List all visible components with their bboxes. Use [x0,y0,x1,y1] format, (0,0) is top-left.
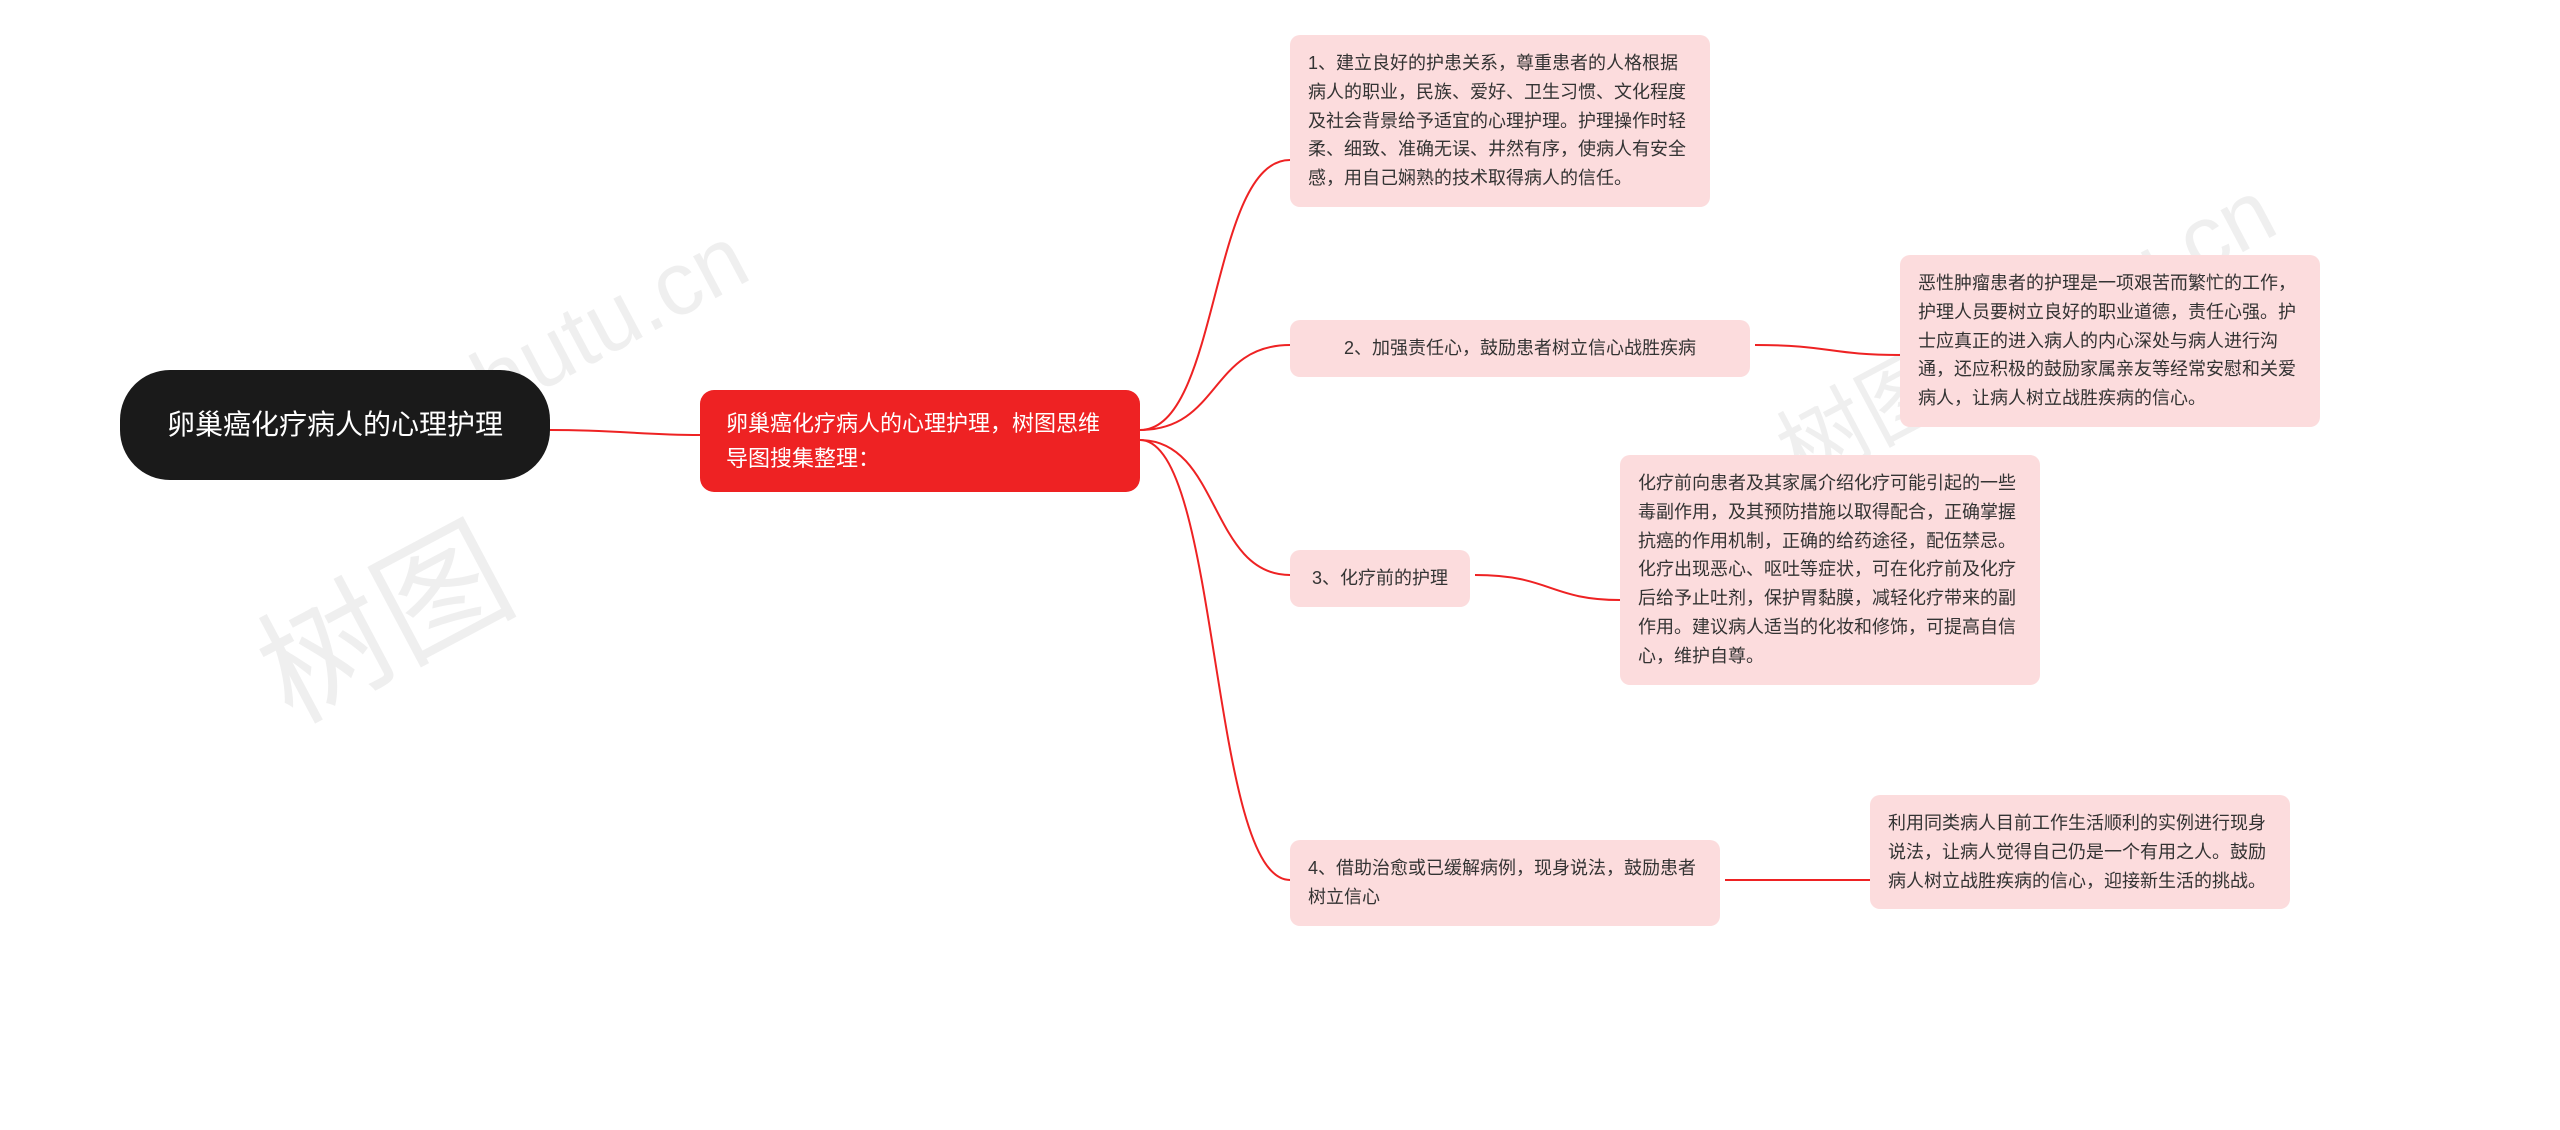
connector-l1-b3 [1140,440,1290,575]
connector-b2-l3 [1755,345,1900,355]
connector-layer [0,0,2560,1130]
connector-l1-b1 [1140,160,1290,430]
branch-2-label: 2、加强责任心，鼓励患者树立信心战胜疾病 [1344,334,1696,363]
branch-2-detail-label: 恶性肿瘤患者的护理是一项艰苦而繁忙的工作，护理人员要树立良好的职业道德，责任心强… [1918,269,2302,413]
root-node-label: 卵巢癌化疗病人的心理护理 [167,403,503,448]
branch-1-node[interactable]: 1、建立良好的护患关系，尊重患者的人格根据病人的职业，民族、爱好、卫生习惯、文化… [1290,35,1710,207]
watermark-text: 树图 [236,498,534,749]
branch-4-detail[interactable]: 利用同类病人目前工作生活顺利的实例进行现身说法，让病人觉得自己仍是一个有用之人。… [1870,795,2290,909]
connector-b3-l3 [1475,575,1620,600]
branch-4-detail-label: 利用同类病人目前工作生活顺利的实例进行现身说法，让病人觉得自己仍是一个有用之人。… [1888,809,2272,895]
level1-node-label: 卵巢癌化疗病人的心理护理，树图思维导图搜集整理： [726,406,1114,476]
branch-3-label: 3、化疗前的护理 [1312,564,1448,593]
connector-root-l1 [550,430,700,435]
branch-2-detail[interactable]: 恶性肿瘤患者的护理是一项艰苦而繁忙的工作，护理人员要树立良好的职业道德，责任心强… [1900,255,2320,427]
watermark-2: 树图 [221,470,539,758]
branch-4-label: 4、借助治愈或已缓解病例，现身说法，鼓励患者树立信心 [1308,854,1702,912]
branch-3-detail[interactable]: 化疗前向患者及其家属介绍化疗可能引起的一些毒副作用，及其预防措施以取得配合，正确… [1620,455,2040,685]
branch-3-detail-label: 化疗前向患者及其家属介绍化疗可能引起的一些毒副作用，及其预防措施以取得配合，正确… [1638,469,2022,671]
branch-1-label: 1、建立良好的护患关系，尊重患者的人格根据病人的职业，民族、爱好、卫生习惯、文化… [1308,49,1692,193]
branch-4-node[interactable]: 4、借助治愈或已缓解病例，现身说法，鼓励患者树立信心 [1290,840,1720,926]
connector-l1-b4 [1140,440,1290,880]
branch-3-node[interactable]: 3、化疗前的护理 [1290,550,1470,607]
connector-l1-b2 [1140,345,1290,430]
level1-node[interactable]: 卵巢癌化疗病人的心理护理，树图思维导图搜集整理： [700,390,1140,492]
root-node[interactable]: 卵巢癌化疗病人的心理护理 [120,370,550,480]
branch-2-node[interactable]: 2、加强责任心，鼓励患者树立信心战胜疾病 [1290,320,1750,377]
